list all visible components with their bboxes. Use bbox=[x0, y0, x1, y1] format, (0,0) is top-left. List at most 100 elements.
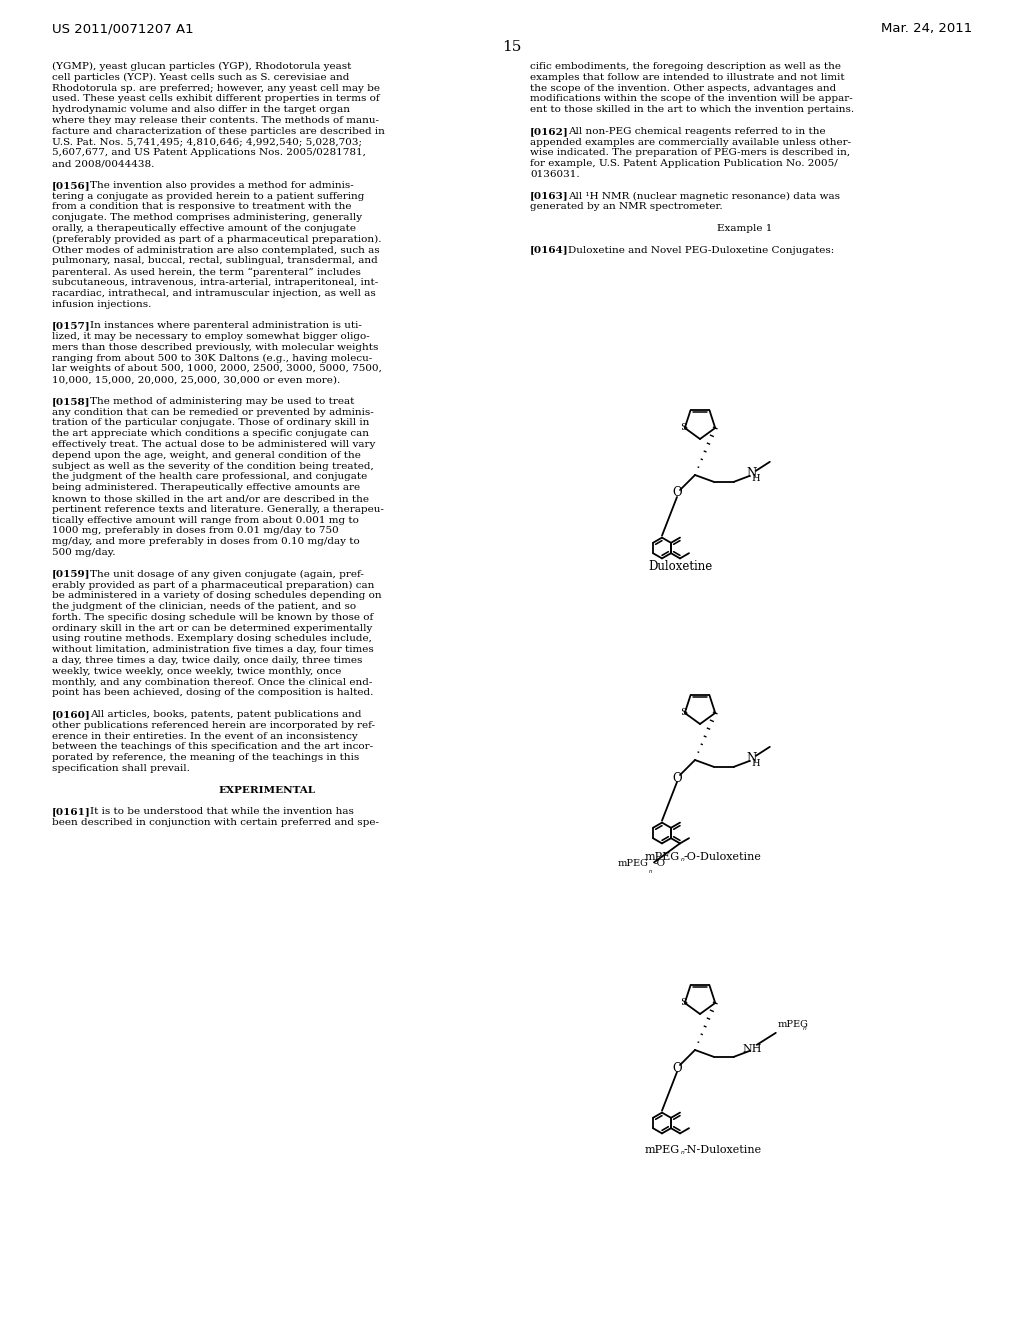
Text: O: O bbox=[672, 1061, 682, 1074]
Text: the art appreciate which conditions a specific conjugate can: the art appreciate which conditions a sp… bbox=[52, 429, 369, 438]
Text: NH: NH bbox=[742, 1044, 762, 1053]
Text: from a condition that is responsive to treatment with the: from a condition that is responsive to t… bbox=[52, 202, 351, 211]
Text: [0159]: [0159] bbox=[52, 570, 90, 578]
Text: mPEG: mPEG bbox=[645, 1144, 680, 1155]
Text: The invention also provides a method for adminis-: The invention also provides a method for… bbox=[90, 181, 353, 190]
Text: subject as well as the severity of the condition being treated,: subject as well as the severity of the c… bbox=[52, 462, 374, 471]
Text: $_n$: $_n$ bbox=[802, 1024, 807, 1032]
Text: generated by an NMR spectrometer.: generated by an NMR spectrometer. bbox=[530, 202, 723, 211]
Text: pulmonary, nasal, buccal, rectal, sublingual, transdermal, and: pulmonary, nasal, buccal, rectal, sublin… bbox=[52, 256, 378, 265]
Text: N: N bbox=[746, 752, 757, 766]
Text: tration of the particular conjugate. Those of ordinary skill in: tration of the particular conjugate. Tho… bbox=[52, 418, 370, 428]
Text: for example, U.S. Patent Application Publication No. 2005/: for example, U.S. Patent Application Pub… bbox=[530, 160, 838, 168]
Text: S: S bbox=[680, 709, 687, 718]
Text: erence in their entireties. In the event of an inconsistency: erence in their entireties. In the event… bbox=[52, 731, 357, 741]
Text: been described in conjunction with certain preferred and spe-: been described in conjunction with certa… bbox=[52, 818, 379, 828]
Text: -N-Duloxetine: -N-Duloxetine bbox=[684, 1144, 762, 1155]
Text: 1000 mg, preferably in doses from 0.01 mg/day to 750: 1000 mg, preferably in doses from 0.01 m… bbox=[52, 527, 339, 536]
Text: [0160]: [0160] bbox=[52, 710, 91, 719]
Text: mg/day, and more preferably in doses from 0.10 mg/day to: mg/day, and more preferably in doses fro… bbox=[52, 537, 359, 546]
Text: Duloxetine: Duloxetine bbox=[648, 560, 712, 573]
Text: cell particles (YCP). Yeast cells such as S. cerevisiae and: cell particles (YCP). Yeast cells such a… bbox=[52, 73, 349, 82]
Text: any condition that can be remedied or prevented by adminis-: any condition that can be remedied or pr… bbox=[52, 408, 374, 417]
Text: tically effective amount will range from about 0.001 mg to: tically effective amount will range from… bbox=[52, 516, 358, 524]
Text: Mar. 24, 2011: Mar. 24, 2011 bbox=[881, 22, 972, 36]
Text: facture and characterization of these particles are described in: facture and characterization of these pa… bbox=[52, 127, 385, 136]
Text: The method of administering may be used to treat: The method of administering may be used … bbox=[90, 397, 354, 405]
Text: parenteral. As used herein, the term “parenteral” includes: parenteral. As used herein, the term “pa… bbox=[52, 267, 360, 276]
Text: and 2008/0044438.: and 2008/0044438. bbox=[52, 160, 155, 168]
Text: U.S. Pat. Nos. 5,741,495; 4,810,646; 4,992,540; 5,028,703;: U.S. Pat. Nos. 5,741,495; 4,810,646; 4,9… bbox=[52, 137, 362, 147]
Text: 5,607,677, and US Patent Applications Nos. 2005/0281781,: 5,607,677, and US Patent Applications No… bbox=[52, 148, 366, 157]
Text: a day, three times a day, twice daily, once daily, three times: a day, three times a day, twice daily, o… bbox=[52, 656, 362, 665]
Text: the scope of the invention. Other aspects, advantages and: the scope of the invention. Other aspect… bbox=[530, 83, 837, 92]
Text: the judgment of the clinician, needs of the patient, and so: the judgment of the clinician, needs of … bbox=[52, 602, 356, 611]
Text: It is to be understood that while the invention has: It is to be understood that while the in… bbox=[90, 808, 354, 816]
Text: $_n$: $_n$ bbox=[680, 855, 685, 865]
Text: Example 1: Example 1 bbox=[718, 224, 773, 234]
Text: depend upon the age, weight, and general condition of the: depend upon the age, weight, and general… bbox=[52, 451, 360, 459]
Text: monthly, and any combination thereof. Once the clinical end-: monthly, and any combination thereof. On… bbox=[52, 677, 373, 686]
Text: infusion injections.: infusion injections. bbox=[52, 300, 152, 309]
Text: All ¹H NMR (nuclear magnetic resonance) data was: All ¹H NMR (nuclear magnetic resonance) … bbox=[568, 191, 840, 201]
Text: [0162]: [0162] bbox=[530, 127, 568, 136]
Text: 0136031.: 0136031. bbox=[530, 170, 580, 180]
Text: be administered in a variety of dosing schedules depending on: be administered in a variety of dosing s… bbox=[52, 591, 382, 601]
Text: lar weights of about 500, 1000, 2000, 2500, 3000, 5000, 7500,: lar weights of about 500, 1000, 2000, 25… bbox=[52, 364, 382, 374]
Text: (preferably provided as part of a pharmaceutical preparation).: (preferably provided as part of a pharma… bbox=[52, 235, 382, 244]
Text: Duloxetine and Novel PEG-Duloxetine Conjugates:: Duloxetine and Novel PEG-Duloxetine Conj… bbox=[568, 246, 835, 255]
Text: [0164]: [0164] bbox=[530, 246, 568, 255]
Text: Rhodotorula sp. are preferred; however, any yeast cell may be: Rhodotorula sp. are preferred; however, … bbox=[52, 83, 380, 92]
Text: orally, a therapeutically effective amount of the conjugate: orally, a therapeutically effective amou… bbox=[52, 224, 356, 234]
Text: examples that follow are intended to illustrate and not limit: examples that follow are intended to ill… bbox=[530, 73, 845, 82]
Text: point has been achieved, dosing of the composition is halted.: point has been achieved, dosing of the c… bbox=[52, 689, 374, 697]
Text: 500 mg/day.: 500 mg/day. bbox=[52, 548, 116, 557]
Text: forth. The specific dosing schedule will be known by those of: forth. The specific dosing schedule will… bbox=[52, 612, 374, 622]
Text: [0163]: [0163] bbox=[530, 191, 568, 201]
Text: weekly, twice weekly, once weekly, twice monthly, once: weekly, twice weekly, once weekly, twice… bbox=[52, 667, 341, 676]
Text: EXPERIMENTAL: EXPERIMENTAL bbox=[218, 785, 315, 795]
Text: subcutaneous, intravenous, intra-arterial, intraperitoneal, int-: subcutaneous, intravenous, intra-arteria… bbox=[52, 279, 378, 286]
Text: known to those skilled in the art and/or are described in the: known to those skilled in the art and/or… bbox=[52, 494, 369, 503]
Text: using routine methods. Exemplary dosing schedules include,: using routine methods. Exemplary dosing … bbox=[52, 635, 372, 643]
Text: other publications referenced herein are incorporated by ref-: other publications referenced herein are… bbox=[52, 721, 375, 730]
Text: All non-PEG chemical reagents referred to in the: All non-PEG chemical reagents referred t… bbox=[568, 127, 825, 136]
Text: The unit dosage of any given conjugate (again, pref-: The unit dosage of any given conjugate (… bbox=[90, 570, 364, 578]
Text: 15: 15 bbox=[503, 40, 521, 54]
Text: erably provided as part of a pharmaceutical preparation) can: erably provided as part of a pharmaceuti… bbox=[52, 581, 375, 590]
Text: O: O bbox=[672, 487, 682, 499]
Text: hydrodynamic volume and also differ in the target organ: hydrodynamic volume and also differ in t… bbox=[52, 106, 350, 115]
Text: H: H bbox=[752, 474, 760, 483]
Text: S: S bbox=[680, 998, 687, 1007]
Text: $_n$: $_n$ bbox=[648, 869, 653, 876]
Text: conjugate. The method comprises administering, generally: conjugate. The method comprises administ… bbox=[52, 214, 362, 222]
Text: -O-Duloxetine: -O-Duloxetine bbox=[684, 851, 762, 862]
Text: [0158]: [0158] bbox=[52, 397, 90, 405]
Text: wise indicated. The preparation of PEG-mers is described in,: wise indicated. The preparation of PEG-m… bbox=[530, 148, 850, 157]
Text: S: S bbox=[680, 424, 687, 433]
Text: appended examples are commercially available unless other-: appended examples are commercially avail… bbox=[530, 137, 851, 147]
Text: between the teachings of this specification and the art incor-: between the teachings of this specificat… bbox=[52, 742, 373, 751]
Text: tering a conjugate as provided herein to a patient suffering: tering a conjugate as provided herein to… bbox=[52, 191, 365, 201]
Text: without limitation, administration five times a day, four times: without limitation, administration five … bbox=[52, 645, 374, 655]
Text: mPEG: mPEG bbox=[645, 851, 680, 862]
Text: modifications within the scope of the invention will be appar-: modifications within the scope of the in… bbox=[530, 95, 853, 103]
Text: lized, it may be necessary to employ somewhat bigger oligo-: lized, it may be necessary to employ som… bbox=[52, 333, 370, 341]
Text: mPEG: mPEG bbox=[617, 859, 648, 867]
Text: mPEG: mPEG bbox=[778, 1020, 809, 1028]
Text: where they may release their contents. The methods of manu-: where they may release their contents. T… bbox=[52, 116, 379, 125]
Text: All articles, books, patents, patent publications and: All articles, books, patents, patent pub… bbox=[90, 710, 361, 719]
Text: ent to those skilled in the art to which the invention pertains.: ent to those skilled in the art to which… bbox=[530, 106, 854, 115]
Text: (YGMP), yeast glucan particles (YGP), Rhodotorula yeast: (YGMP), yeast glucan particles (YGP), Rh… bbox=[52, 62, 351, 71]
Text: In instances where parenteral administration is uti-: In instances where parenteral administra… bbox=[90, 321, 361, 330]
Text: N: N bbox=[746, 467, 757, 480]
Text: cific embodiments, the foregoing description as well as the: cific embodiments, the foregoing descrip… bbox=[530, 62, 841, 71]
Text: ordinary skill in the art or can be determined experimentally: ordinary skill in the art or can be dete… bbox=[52, 623, 373, 632]
Text: $_n$: $_n$ bbox=[680, 1148, 685, 1158]
Text: [0157]: [0157] bbox=[52, 321, 91, 330]
Text: effectively treat. The actual dose to be administered will vary: effectively treat. The actual dose to be… bbox=[52, 440, 376, 449]
Text: [0161]: [0161] bbox=[52, 808, 91, 816]
Text: -O: -O bbox=[654, 859, 667, 867]
Text: used. These yeast cells exhibit different properties in terms of: used. These yeast cells exhibit differen… bbox=[52, 95, 380, 103]
Text: being administered. Therapeutically effective amounts are: being administered. Therapeutically effe… bbox=[52, 483, 360, 492]
